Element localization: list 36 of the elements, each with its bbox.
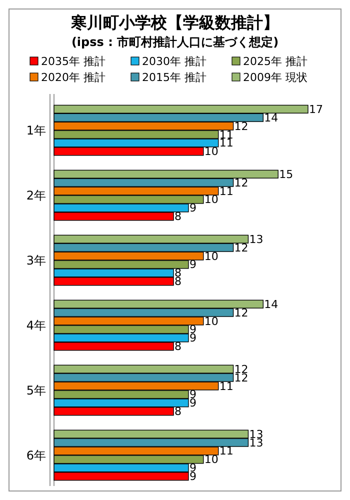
data-label: 14 <box>264 298 278 311</box>
data-label: 10 <box>204 193 218 206</box>
data-label: 8 <box>174 210 182 224</box>
chart-title: 寒川町小学校【学級数推計】 <box>70 13 279 32</box>
legend-label: 2035年 推計 <box>41 55 106 68</box>
data-label: 14 <box>264 111 278 124</box>
data-label: 9 <box>189 202 196 215</box>
y-tick-label: 2年 <box>26 188 46 203</box>
data-label: 10 <box>204 314 218 328</box>
data-label: 13 <box>249 232 264 246</box>
legend-label: 2009年 現状 <box>243 71 308 84</box>
data-label: 10 <box>204 453 218 466</box>
y-tick-label: 5年 <box>26 383 46 398</box>
data-label: 11 <box>219 184 234 198</box>
legend-label: 2025年 推計 <box>243 55 308 68</box>
legend-label: 2030年 推計 <box>142 55 206 68</box>
y-tick-label: 1年 <box>26 124 46 138</box>
data-label: 8 <box>174 340 182 354</box>
y-tick-label: 3年 <box>26 254 46 268</box>
data-label: 12 <box>234 306 248 320</box>
data-label: 11 <box>219 380 234 393</box>
y-tick-label: 6年 <box>26 448 46 462</box>
data-label: 17 <box>309 102 323 116</box>
data-label: 10 <box>204 145 218 158</box>
chart-subtitle: (ipss : 市町村推計人口に基づく想定) <box>71 35 279 49</box>
data-label: 11 <box>219 444 234 458</box>
data-label: 12 <box>234 176 248 190</box>
data-label: 8 <box>174 405 182 418</box>
data-label: 12 <box>234 120 248 133</box>
data-label: 12 <box>234 241 248 254</box>
legend-label: 2015年 推計 <box>142 71 206 84</box>
data-label: 10 <box>204 250 218 263</box>
legend-label: 2020年 推計 <box>41 71 106 84</box>
data-label: 9 <box>189 258 196 272</box>
data-label: 15 <box>279 168 294 181</box>
y-tick-label: 4年 <box>26 318 46 332</box>
